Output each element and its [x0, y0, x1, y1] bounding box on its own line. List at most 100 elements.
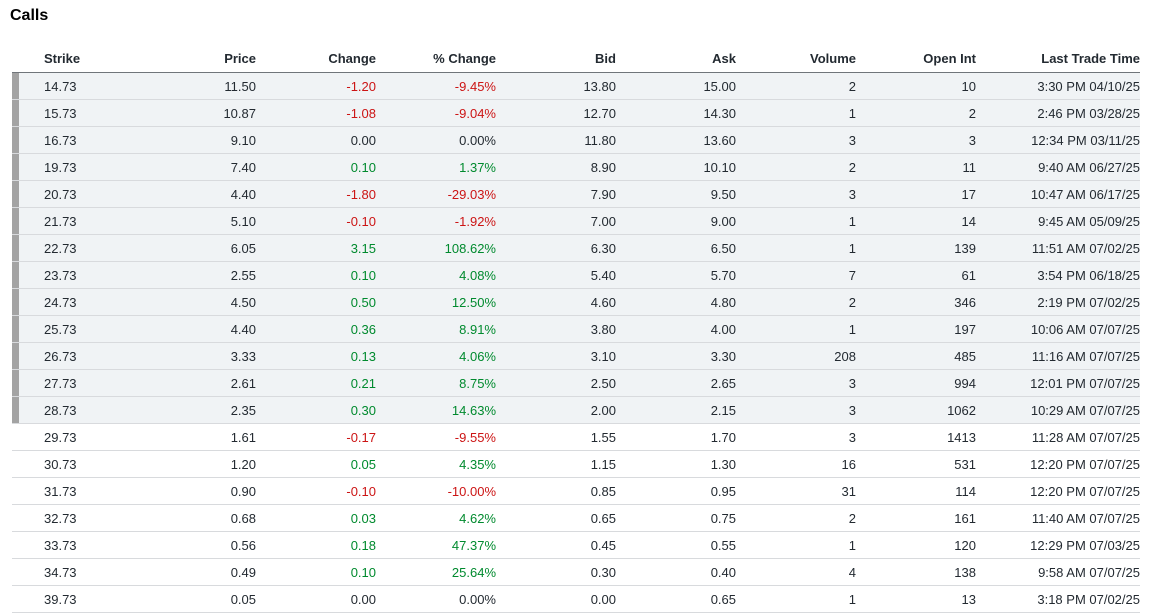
last-trade-time-cell: 12:20 PM 07/07/25 — [976, 477, 1140, 505]
strike-link[interactable]: 15.73 — [19, 99, 131, 127]
strike-link[interactable]: 28.73 — [19, 396, 131, 424]
column-header-last-trade-time[interactable]: Last Trade Time — [976, 45, 1140, 73]
table-row[interactable]: 39.73 0.05 0.00 0.00% 0.00 0.65 1 13 3:18 PM 07/… — [12, 585, 1140, 613]
table-row[interactable]: 26.73 3.33 0.13 4.06% 3.10 3.30 208 485 11:16 AM… — [12, 342, 1140, 370]
strike-link[interactable]: 24.73 — [19, 288, 131, 316]
table-row[interactable]: 15.73 10.87 -1.08 -9.04% 12.70 14.30 1 2 2:46 PM… — [12, 99, 1140, 127]
last-trade-time-cell: 12:34 PM 03/11/25 — [976, 126, 1140, 154]
strike-link[interactable]: 25.73 — [19, 315, 131, 343]
column-header-ask[interactable]: Ask — [616, 45, 736, 73]
ask-cell: 2.65 — [616, 369, 736, 397]
table-row[interactable]: 19.73 7.40 0.10 1.37% 8.90 10.10 2 11 9:40 AM 06… — [12, 153, 1140, 181]
strike-link[interactable]: 29.73 — [19, 423, 131, 451]
strike-link[interactable]: 20.73 — [19, 180, 131, 208]
open-int-cell: 3 — [856, 126, 976, 154]
bid-cell: 7.90 — [496, 180, 616, 208]
last-trade-time-cell: 2:46 PM 03/28/25 — [976, 99, 1140, 127]
open-int-cell: 61 — [856, 261, 976, 289]
bid-cell: 2.50 — [496, 369, 616, 397]
open-int-cell: 139 — [856, 234, 976, 262]
column-header-open-int[interactable]: Open Int — [856, 45, 976, 73]
table-row[interactable]: 23.73 2.55 0.10 4.08% 5.40 5.70 7 61 3:54 PM 06/… — [12, 261, 1140, 289]
strike-link[interactable]: 34.73 — [19, 558, 131, 586]
bid-cell: 2.00 — [496, 396, 616, 424]
strike-link[interactable]: 26.73 — [19, 342, 131, 370]
strike-link[interactable]: 33.73 — [19, 531, 131, 559]
ask-cell: 10.10 — [616, 153, 736, 181]
in-the-money-marker — [12, 369, 19, 397]
price-cell: 7.40 — [131, 153, 256, 181]
strike-link[interactable]: 23.73 — [19, 261, 131, 289]
table-row[interactable]: 24.73 4.50 0.50 12.50% 4.60 4.80 2 346 2:19 PM 0… — [12, 288, 1140, 316]
strike-link[interactable]: 39.73 — [19, 585, 131, 613]
price-cell: 0.05 — [131, 585, 256, 613]
column-header-pct-change[interactable]: % Change — [376, 45, 496, 73]
ask-cell: 0.75 — [616, 504, 736, 532]
strike-link[interactable]: 21.73 — [19, 207, 131, 235]
open-int-cell: 485 — [856, 342, 976, 370]
in-the-money-marker — [12, 396, 19, 424]
change-cell: 0.10 — [256, 558, 376, 586]
open-int-cell: 197 — [856, 315, 976, 343]
table-row[interactable]: 30.73 1.20 0.05 4.35% 1.15 1.30 16 531 12:20 PM … — [12, 450, 1140, 478]
strike-link[interactable]: 32.73 — [19, 504, 131, 532]
column-header-change[interactable]: Change — [256, 45, 376, 73]
open-int-cell: 17 — [856, 180, 976, 208]
table-row[interactable]: 33.73 0.56 0.18 47.37% 0.45 0.55 1 120 12:29 PM … — [12, 531, 1140, 559]
bid-cell: 12.70 — [496, 99, 616, 127]
strike-link[interactable]: 19.73 — [19, 153, 131, 181]
ask-cell: 9.00 — [616, 207, 736, 235]
ask-cell: 4.00 — [616, 315, 736, 343]
table-row[interactable]: 20.73 4.40 -1.80 -29.03% 7.90 9.50 3 17 10:47 AM… — [12, 180, 1140, 208]
ask-cell: 4.80 — [616, 288, 736, 316]
in-the-money-marker — [12, 234, 19, 262]
last-trade-time-cell: 2:19 PM 07/02/25 — [976, 288, 1140, 316]
column-header-price[interactable]: Price — [131, 45, 256, 73]
open-int-cell: 2 — [856, 99, 976, 127]
last-trade-time-cell: 3:54 PM 06/18/25 — [976, 261, 1140, 289]
strike-link[interactable]: 22.73 — [19, 234, 131, 262]
table-row[interactable]: 29.73 1.61 -0.17 -9.55% 1.55 1.70 3 1413 11:28 A… — [12, 423, 1140, 451]
open-int-cell: 531 — [856, 450, 976, 478]
strike-link[interactable]: 30.73 — [19, 450, 131, 478]
last-trade-time-cell: 9:45 AM 05/09/25 — [976, 207, 1140, 235]
bid-cell: 11.80 — [496, 126, 616, 154]
ask-cell: 15.00 — [616, 72, 736, 100]
pct-change-cell: -9.55% — [376, 423, 496, 451]
price-cell: 11.50 — [131, 72, 256, 100]
ask-cell: 2.15 — [616, 396, 736, 424]
table-row[interactable]: 14.73 11.50 -1.20 -9.45% 13.80 15.00 2 10 3:30 P… — [12, 72, 1140, 100]
table-row[interactable]: 27.73 2.61 0.21 8.75% 2.50 2.65 3 994 12:01 PM 0… — [12, 369, 1140, 397]
price-cell: 6.05 — [131, 234, 256, 262]
strike-link[interactable]: 14.73 — [19, 72, 131, 100]
row-marker — [12, 585, 19, 613]
table-row[interactable]: 16.73 9.10 0.00 0.00% 11.80 13.60 3 3 12:34 PM 0… — [12, 126, 1140, 154]
table-row[interactable]: 32.73 0.68 0.03 4.62% 0.65 0.75 2 161 11:40 AM 0… — [12, 504, 1140, 532]
strike-link[interactable]: 31.73 — [19, 477, 131, 505]
table-row[interactable]: 28.73 2.35 0.30 14.63% 2.00 2.15 3 1062 10:29 AM… — [12, 396, 1140, 424]
table-row[interactable]: 34.73 0.49 0.10 25.64% 0.30 0.40 4 138 9:58 AM 0… — [12, 558, 1140, 586]
pct-change-cell: 0.00% — [376, 585, 496, 613]
row-marker — [12, 477, 19, 505]
table-row[interactable]: 25.73 4.40 0.36 8.91% 3.80 4.00 1 197 10:06 AM 0… — [12, 315, 1140, 343]
strike-link[interactable]: 16.73 — [19, 126, 131, 154]
table-row[interactable]: 21.73 5.10 -0.10 -1.92% 7.00 9.00 1 14 9:45 AM 0… — [12, 207, 1140, 235]
pct-change-cell: 4.06% — [376, 342, 496, 370]
strike-link[interactable]: 27.73 — [19, 369, 131, 397]
volume-cell: 3 — [736, 396, 856, 424]
table-row[interactable]: 22.73 6.05 3.15 108.62% 6.30 6.50 1 139 11:51 AM… — [12, 234, 1140, 262]
table-row[interactable]: 31.73 0.90 -0.10 -10.00% 0.85 0.95 31 114 12:20 … — [12, 477, 1140, 505]
column-header-volume[interactable]: Volume — [736, 45, 856, 73]
column-header-bid[interactable]: Bid — [496, 45, 616, 73]
volume-cell: 3 — [736, 369, 856, 397]
ask-cell: 1.30 — [616, 450, 736, 478]
open-int-cell: 138 — [856, 558, 976, 586]
bid-cell: 0.00 — [496, 585, 616, 613]
column-header-strike[interactable]: Strike — [19, 45, 131, 73]
pct-change-cell: 108.62% — [376, 234, 496, 262]
bid-cell: 13.80 — [496, 72, 616, 100]
table-body: 14.73 11.50 -1.20 -9.45% 13.80 15.00 2 10 3:30 P… — [12, 72, 1140, 613]
price-cell: 0.56 — [131, 531, 256, 559]
bid-cell: 5.40 — [496, 261, 616, 289]
table-header: Strike Price Change % Change Bid Ask Vol… — [12, 45, 1140, 73]
